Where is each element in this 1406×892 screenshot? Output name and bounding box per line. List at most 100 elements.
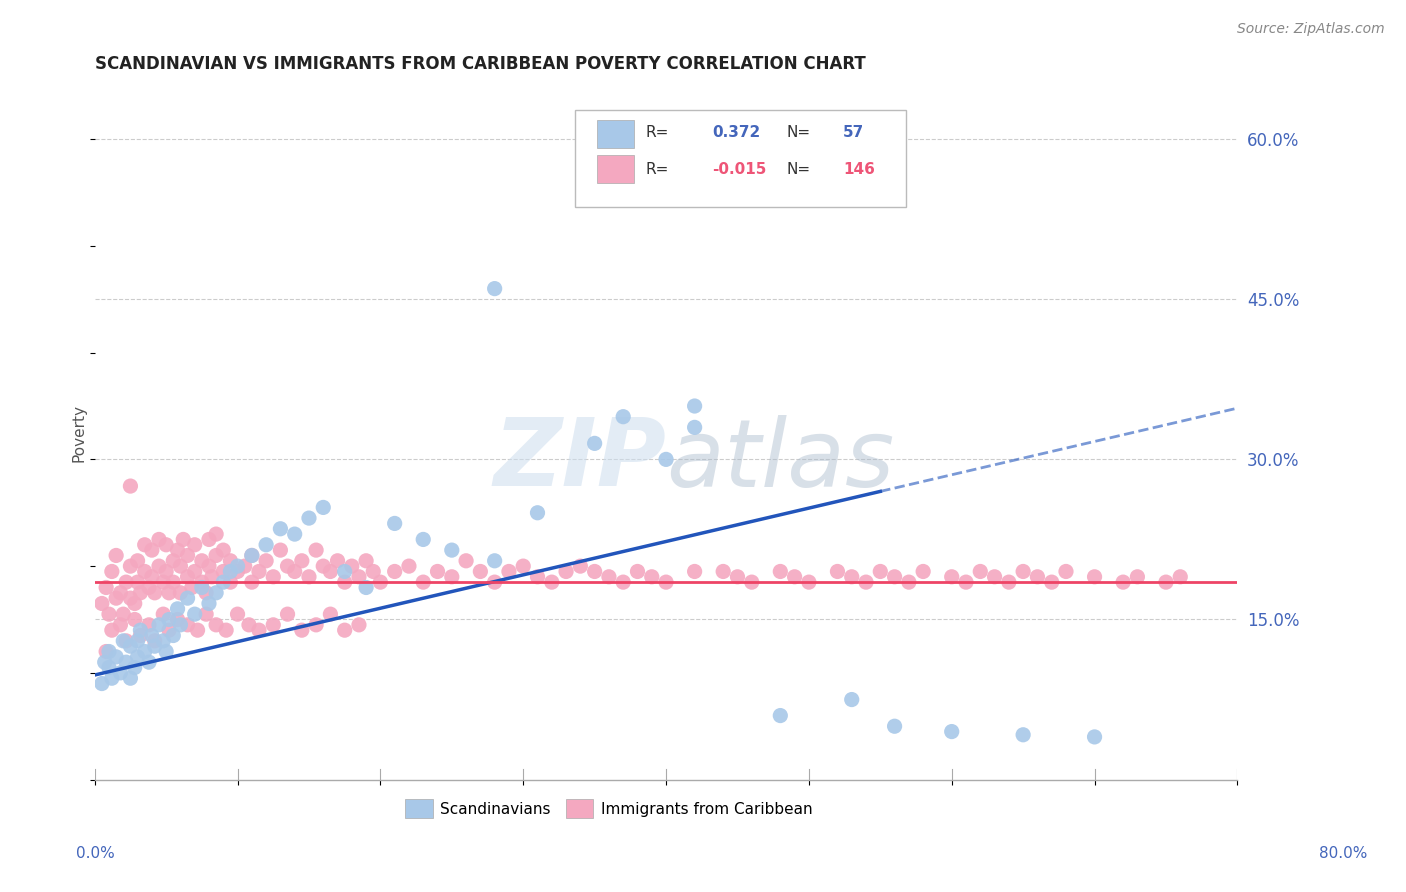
Point bbox=[169, 617, 191, 632]
Point bbox=[298, 511, 321, 525]
Point bbox=[195, 586, 218, 600]
Point bbox=[426, 565, 449, 579]
Point bbox=[969, 565, 991, 579]
Point bbox=[470, 565, 492, 579]
Point bbox=[127, 633, 149, 648]
Point bbox=[883, 570, 905, 584]
Point bbox=[138, 581, 160, 595]
Point bbox=[1083, 570, 1105, 584]
Point bbox=[683, 565, 706, 579]
Point bbox=[148, 559, 170, 574]
Point bbox=[141, 628, 163, 642]
Point bbox=[98, 660, 121, 674]
Point bbox=[955, 575, 977, 590]
Point bbox=[340, 559, 363, 574]
Point bbox=[305, 617, 328, 632]
Point bbox=[176, 549, 198, 563]
Point bbox=[157, 623, 180, 637]
Point bbox=[291, 554, 314, 568]
Point bbox=[769, 708, 792, 723]
Point bbox=[484, 575, 506, 590]
Point bbox=[569, 559, 592, 574]
Point bbox=[361, 565, 384, 579]
Point bbox=[626, 565, 648, 579]
Point bbox=[769, 565, 792, 579]
Point bbox=[166, 613, 188, 627]
Point bbox=[176, 617, 198, 632]
Point bbox=[155, 565, 177, 579]
Point bbox=[598, 570, 620, 584]
Point bbox=[191, 554, 214, 568]
Point bbox=[254, 554, 277, 568]
Point bbox=[101, 565, 124, 579]
Point bbox=[655, 575, 678, 590]
Point bbox=[1012, 565, 1035, 579]
Legend: Scandinavians, Immigrants from Caribbean: Scandinavians, Immigrants from Caribbean bbox=[399, 793, 818, 824]
Text: N=: N= bbox=[786, 161, 810, 177]
Point bbox=[226, 565, 249, 579]
Point bbox=[191, 581, 214, 595]
FancyBboxPatch shape bbox=[598, 120, 634, 148]
Point bbox=[498, 565, 520, 579]
Point bbox=[284, 565, 307, 579]
Point bbox=[94, 581, 117, 595]
Point bbox=[138, 617, 160, 632]
Point bbox=[212, 575, 235, 590]
Point bbox=[105, 649, 128, 664]
Point bbox=[226, 607, 249, 622]
Point bbox=[124, 613, 146, 627]
Point bbox=[110, 665, 132, 680]
Point bbox=[1083, 730, 1105, 744]
Point bbox=[333, 575, 356, 590]
Point bbox=[127, 554, 149, 568]
Point bbox=[101, 671, 124, 685]
Text: 0.0%: 0.0% bbox=[76, 847, 115, 861]
Point bbox=[212, 543, 235, 558]
Point bbox=[305, 543, 328, 558]
Point bbox=[93, 655, 115, 669]
Point bbox=[195, 607, 218, 622]
Point bbox=[655, 452, 678, 467]
Point bbox=[233, 559, 256, 574]
Point bbox=[1012, 728, 1035, 742]
Point bbox=[152, 575, 174, 590]
Point bbox=[120, 479, 142, 493]
Point bbox=[238, 617, 260, 632]
Point bbox=[112, 633, 135, 648]
Text: atlas: atlas bbox=[666, 415, 894, 506]
Point bbox=[440, 570, 463, 584]
Point bbox=[205, 617, 228, 632]
Point bbox=[384, 516, 406, 531]
Point bbox=[143, 639, 166, 653]
Point bbox=[166, 543, 188, 558]
Point bbox=[711, 565, 734, 579]
Point bbox=[312, 559, 335, 574]
Point bbox=[183, 607, 205, 622]
Point bbox=[269, 522, 291, 536]
Text: 146: 146 bbox=[844, 161, 875, 177]
FancyBboxPatch shape bbox=[575, 110, 905, 207]
Point bbox=[326, 554, 349, 568]
Point bbox=[897, 575, 920, 590]
Point bbox=[1040, 575, 1063, 590]
Point bbox=[115, 655, 138, 669]
Point bbox=[298, 570, 321, 584]
Point bbox=[134, 565, 156, 579]
Point bbox=[941, 724, 963, 739]
Point bbox=[148, 533, 170, 547]
Point bbox=[247, 623, 270, 637]
Point bbox=[205, 586, 228, 600]
Point bbox=[319, 607, 342, 622]
Point bbox=[841, 570, 863, 584]
Point bbox=[683, 399, 706, 413]
Point bbox=[138, 655, 160, 669]
Point bbox=[152, 633, 174, 648]
Point bbox=[354, 581, 377, 595]
Point bbox=[148, 617, 170, 632]
Point bbox=[983, 570, 1005, 584]
Point bbox=[333, 623, 356, 637]
Point bbox=[555, 565, 578, 579]
Point bbox=[105, 591, 128, 606]
Point bbox=[120, 671, 142, 685]
Point bbox=[201, 570, 224, 584]
